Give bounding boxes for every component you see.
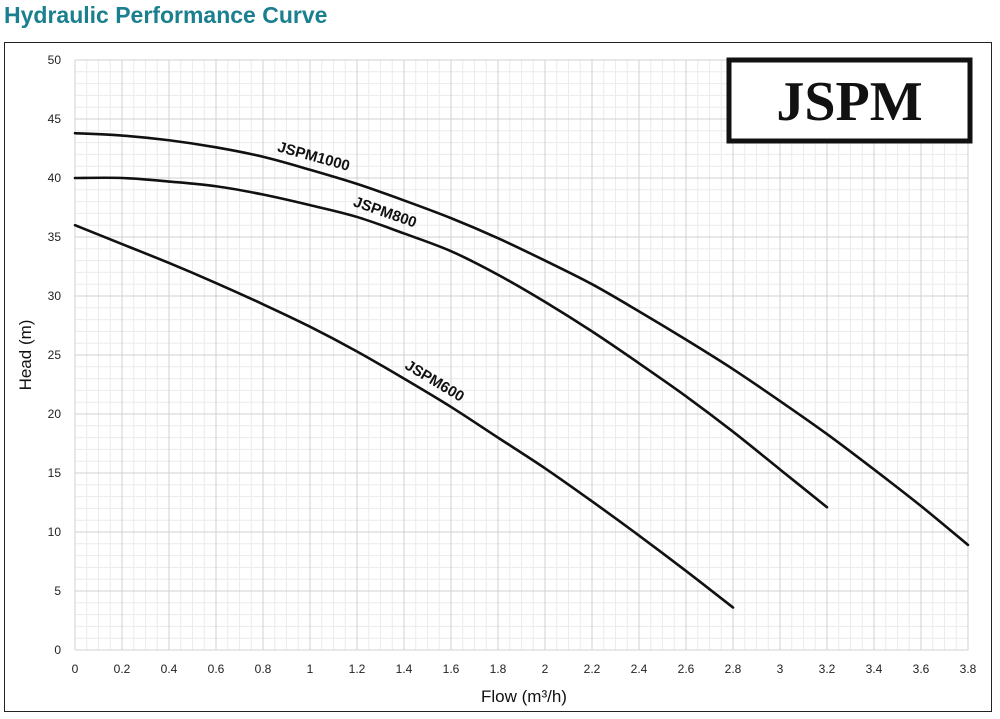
y-tick-label: 25 — [48, 348, 62, 362]
x-tick-label: 3.8 — [960, 662, 977, 676]
x-tick-label: 0 — [72, 662, 79, 676]
x-tick-label: 2.8 — [725, 662, 742, 676]
logo-frame — [726, 57, 973, 144]
x-tick-label: 2.6 — [678, 662, 695, 676]
y-tick-label: 0 — [54, 643, 61, 657]
y-tick-label: 45 — [48, 112, 62, 126]
x-tick-label: 3.4 — [866, 662, 883, 676]
curves — [73, 131, 970, 609]
x-tick-label: 2.4 — [631, 662, 648, 676]
y-tick-label: 5 — [54, 584, 61, 598]
x-tick-label: 2.2 — [584, 662, 601, 676]
y-tick-label: 40 — [48, 171, 62, 185]
x-tick-labels: 0 0.2 0.4 0.6 0.8 1 1.2 1.4 1.6 1.8 2 2.2 2.4 2.6 2.8 3… — [72, 662, 977, 676]
performance-chart: 0 0.2 0.4 0.6 0.8 1 1.2 1.4 1.6 1.8 2 2.2 2.4 2.6 2.8 3… — [16, 53, 977, 706]
x-tick-label: 1 — [307, 662, 314, 676]
y-tick-label: 35 — [48, 230, 62, 244]
x-tick-label: 1.2 — [349, 662, 366, 676]
y-tick-label: 20 — [48, 407, 62, 421]
grid-major — [74, 59, 969, 651]
y-tick-labels: 0 5 10 15 20 25 30 35 40 45 50 — [48, 53, 62, 657]
x-tick-label: 1.8 — [490, 662, 507, 676]
x-tick-label: 2 — [542, 662, 549, 676]
y-tick-label: 10 — [48, 525, 62, 539]
logo: JSPM — [726, 57, 973, 144]
x-tick-label: 0.4 — [161, 662, 178, 676]
y-tick-label: 50 — [48, 53, 62, 67]
x-tick-label: 1.4 — [396, 662, 413, 676]
x-axis-title: Flow (m³/h) — [481, 687, 567, 706]
y-tick-label: 15 — [48, 466, 62, 480]
logo-text: JSPM — [776, 71, 922, 133]
x-tick-label: 0.2 — [114, 662, 131, 676]
curve-jspm1000 — [73, 131, 970, 547]
y-axis-title: Head (m) — [16, 320, 35, 391]
curve-jspm600 — [73, 223, 735, 609]
x-tick-label: 3.2 — [819, 662, 836, 676]
y-tick-label: 30 — [48, 289, 62, 303]
x-tick-label: 0.6 — [208, 662, 225, 676]
chart-frame: 0 0.2 0.4 0.6 0.8 1 1.2 1.4 1.6 1.8 2 2.2 2.4 2.6 2.8 3… — [4, 42, 992, 712]
x-tick-label: 3 — [777, 662, 784, 676]
curve-jspm800 — [73, 176, 829, 509]
x-tick-label: 1.6 — [443, 662, 460, 676]
page-title: Hydraulic Performance Curve — [4, 2, 328, 28]
x-tick-label: 0.8 — [255, 662, 272, 676]
x-tick-label: 3.6 — [913, 662, 930, 676]
